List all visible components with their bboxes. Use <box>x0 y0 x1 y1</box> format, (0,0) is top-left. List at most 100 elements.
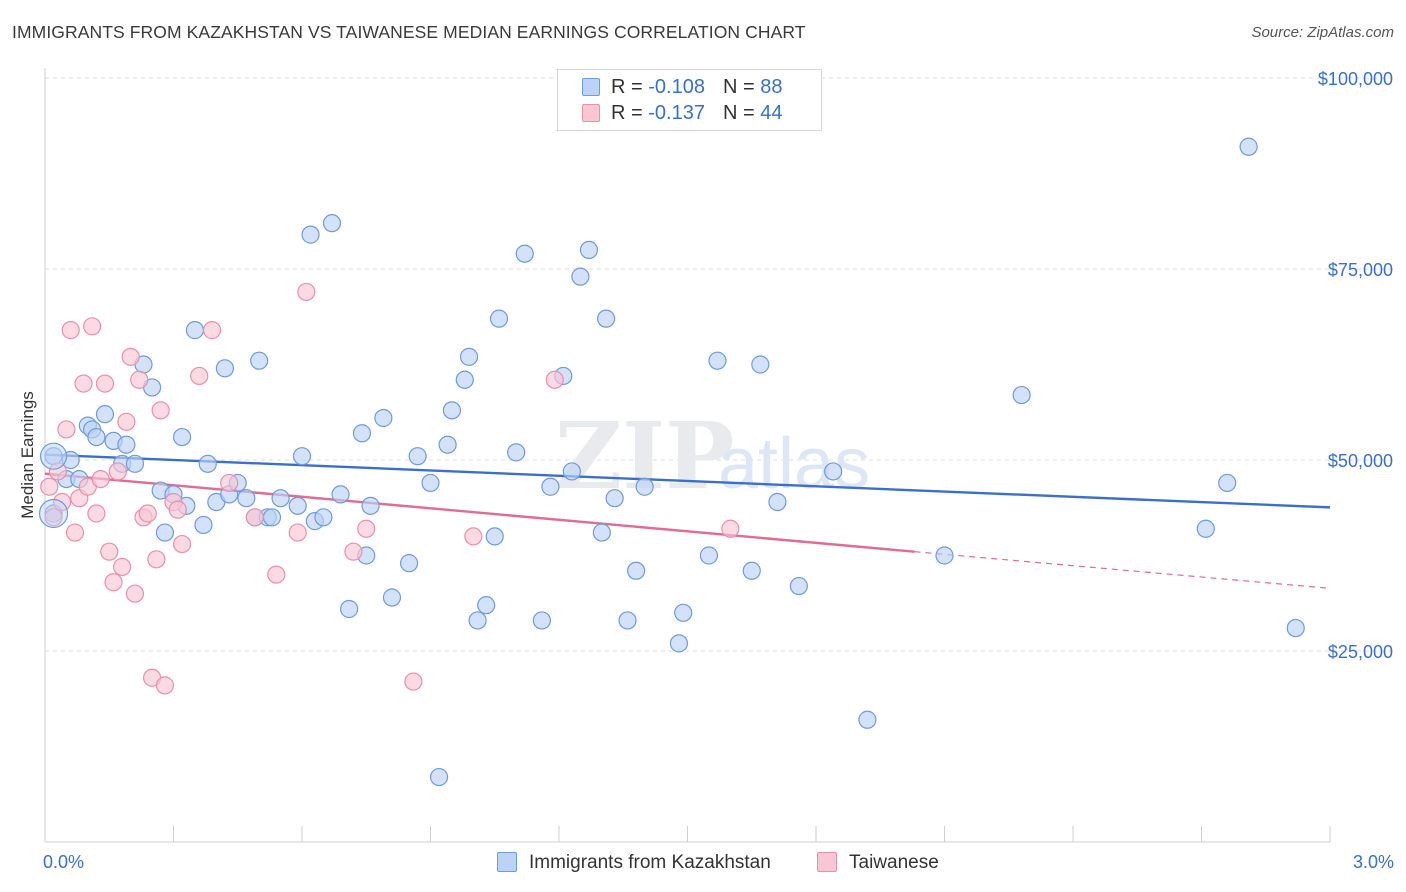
kazakhstan-point <box>468 611 487 630</box>
legend-row-kazakhstan: R = -0.108 N = 88 <box>582 76 782 100</box>
kazakhstan-point <box>288 496 307 515</box>
legend-n-label: N = <box>722 76 755 98</box>
taiwanese-point <box>40 477 59 496</box>
kazakhstan-point <box>477 596 496 615</box>
kazakhstan-point <box>485 527 504 546</box>
kazakhstan-point <box>1218 473 1237 493</box>
taiwanese-point <box>344 542 363 561</box>
kazakhstan-point <box>1239 137 1258 156</box>
taiwanese-point <box>288 523 307 542</box>
taiwanese-point <box>74 374 93 393</box>
x-tick-label-max: 3.0% <box>1352 852 1394 872</box>
taiwanese-point <box>87 504 106 523</box>
kazakhstan-point <box>215 359 234 378</box>
kazakhstan-point <box>262 508 282 527</box>
kazakhstan-point <box>172 427 192 447</box>
series-legend-taiwanese: Taiwanese <box>817 852 939 874</box>
kazakhstan-point <box>515 244 534 263</box>
kazakhstan-point <box>250 351 269 370</box>
taiwanese-point <box>117 412 136 431</box>
taiwanese-point <box>100 542 119 561</box>
kazakhstan-point <box>742 561 761 580</box>
kazakhstan-trend-line <box>44 453 1331 509</box>
legend-n-value: 44 <box>760 102 783 124</box>
taiwanese-trend-line <box>44 472 915 553</box>
taiwanese-point <box>125 584 145 603</box>
kazakhstan-point <box>858 710 877 729</box>
kazakhstan-point <box>635 477 654 496</box>
series-legend: Immigrants from Kazakhstan Taiwanese <box>0 852 1406 876</box>
data-points <box>38 137 1305 787</box>
kazakhstan-point <box>408 447 427 466</box>
taiwanese-point <box>220 473 239 493</box>
x-tick-label-min: 0.0% <box>43 852 85 872</box>
legend-swatch-kazakhstan <box>582 78 600 96</box>
taiwanese-point <box>61 321 80 340</box>
y-tick-label: $50,000 <box>1328 451 1393 471</box>
taiwanese-point <box>464 527 483 546</box>
y-tick-labels: $25,000 $50,000 $75,000 $100,000 <box>1318 69 1393 662</box>
taiwanese-point <box>108 462 127 481</box>
kazakhstan-point <box>1012 385 1031 405</box>
kazakhstan-point <box>541 477 560 496</box>
kazakhstan-point <box>438 435 457 454</box>
kazakhstan-point <box>117 435 136 454</box>
legend-swatch-taiwanese <box>582 104 600 122</box>
y-tick-label: $25,000 <box>1328 642 1393 662</box>
kazakhstan-point <box>442 401 462 420</box>
kazakhstan-point <box>1286 618 1305 638</box>
taiwanese-point <box>121 347 140 366</box>
kazakhstan-point <box>39 442 68 470</box>
kazakhstan-point <box>237 489 256 508</box>
kazakhstan-point <box>592 523 611 542</box>
legend-r-value: -0.137 <box>648 102 705 124</box>
kazakhstan-point <box>361 496 380 515</box>
kazakhstan-point <box>532 611 551 630</box>
taiwanese-point <box>297 282 316 302</box>
kazakhstan-point <box>322 214 342 233</box>
taiwanese-point <box>245 508 264 527</box>
kazakhstan-point <box>331 485 350 504</box>
taiwanese-point <box>267 565 286 584</box>
taiwanese-point <box>57 420 76 439</box>
taiwanese-point <box>357 519 376 538</box>
taiwanese-point <box>151 401 170 420</box>
legend-r-label: R = <box>611 76 643 98</box>
source-credit: Source: ZipAtlas.com <box>1251 24 1394 41</box>
kazakhstan-point <box>38 498 69 529</box>
kazakhstan-point <box>155 523 175 542</box>
taiwanese-point <box>138 504 157 523</box>
taiwanese-point <box>190 366 209 386</box>
kazakhstan-point <box>382 588 402 607</box>
kazakhstan-point <box>669 634 689 653</box>
kazakhstan-point <box>455 370 474 389</box>
taiwanese-point <box>721 519 740 538</box>
kazakhstan-point <box>789 576 808 596</box>
kazakhstan-point <box>185 321 205 340</box>
kazakhstan-point <box>374 408 393 428</box>
taiwanese-trend-extension <box>914 551 1331 589</box>
taiwanese-point <box>404 672 423 691</box>
kazakhstan-point <box>198 454 217 473</box>
trend-lines <box>44 453 1331 589</box>
kazakhstan-point <box>489 309 509 328</box>
taiwanese-point <box>65 523 85 542</box>
kazakhstan-point <box>699 546 719 565</box>
kazakhstan-point <box>626 561 646 580</box>
kazakhstan-point <box>562 462 581 481</box>
watermark-atlas: atlas <box>718 424 870 504</box>
y-tick-label: $100,000 <box>1318 69 1393 89</box>
series-name: Taiwanese <box>849 852 939 873</box>
taiwanese-point <box>95 374 115 393</box>
taiwanese-point <box>44 508 63 527</box>
kazakhstan-point <box>421 473 440 493</box>
kazakhstan-point <box>271 489 290 508</box>
kazakhstan-point <box>352 424 372 443</box>
kazakhstan-point <box>301 225 320 244</box>
kazakhstan-point <box>125 454 145 473</box>
kazakhstan-point <box>708 351 727 370</box>
chart-title: IMMIGRANTS FROM KAZAKHSTAN VS TAIWANESE … <box>12 22 806 42</box>
kazakhstan-point <box>824 462 843 481</box>
legend-r-label: R = <box>611 102 643 124</box>
